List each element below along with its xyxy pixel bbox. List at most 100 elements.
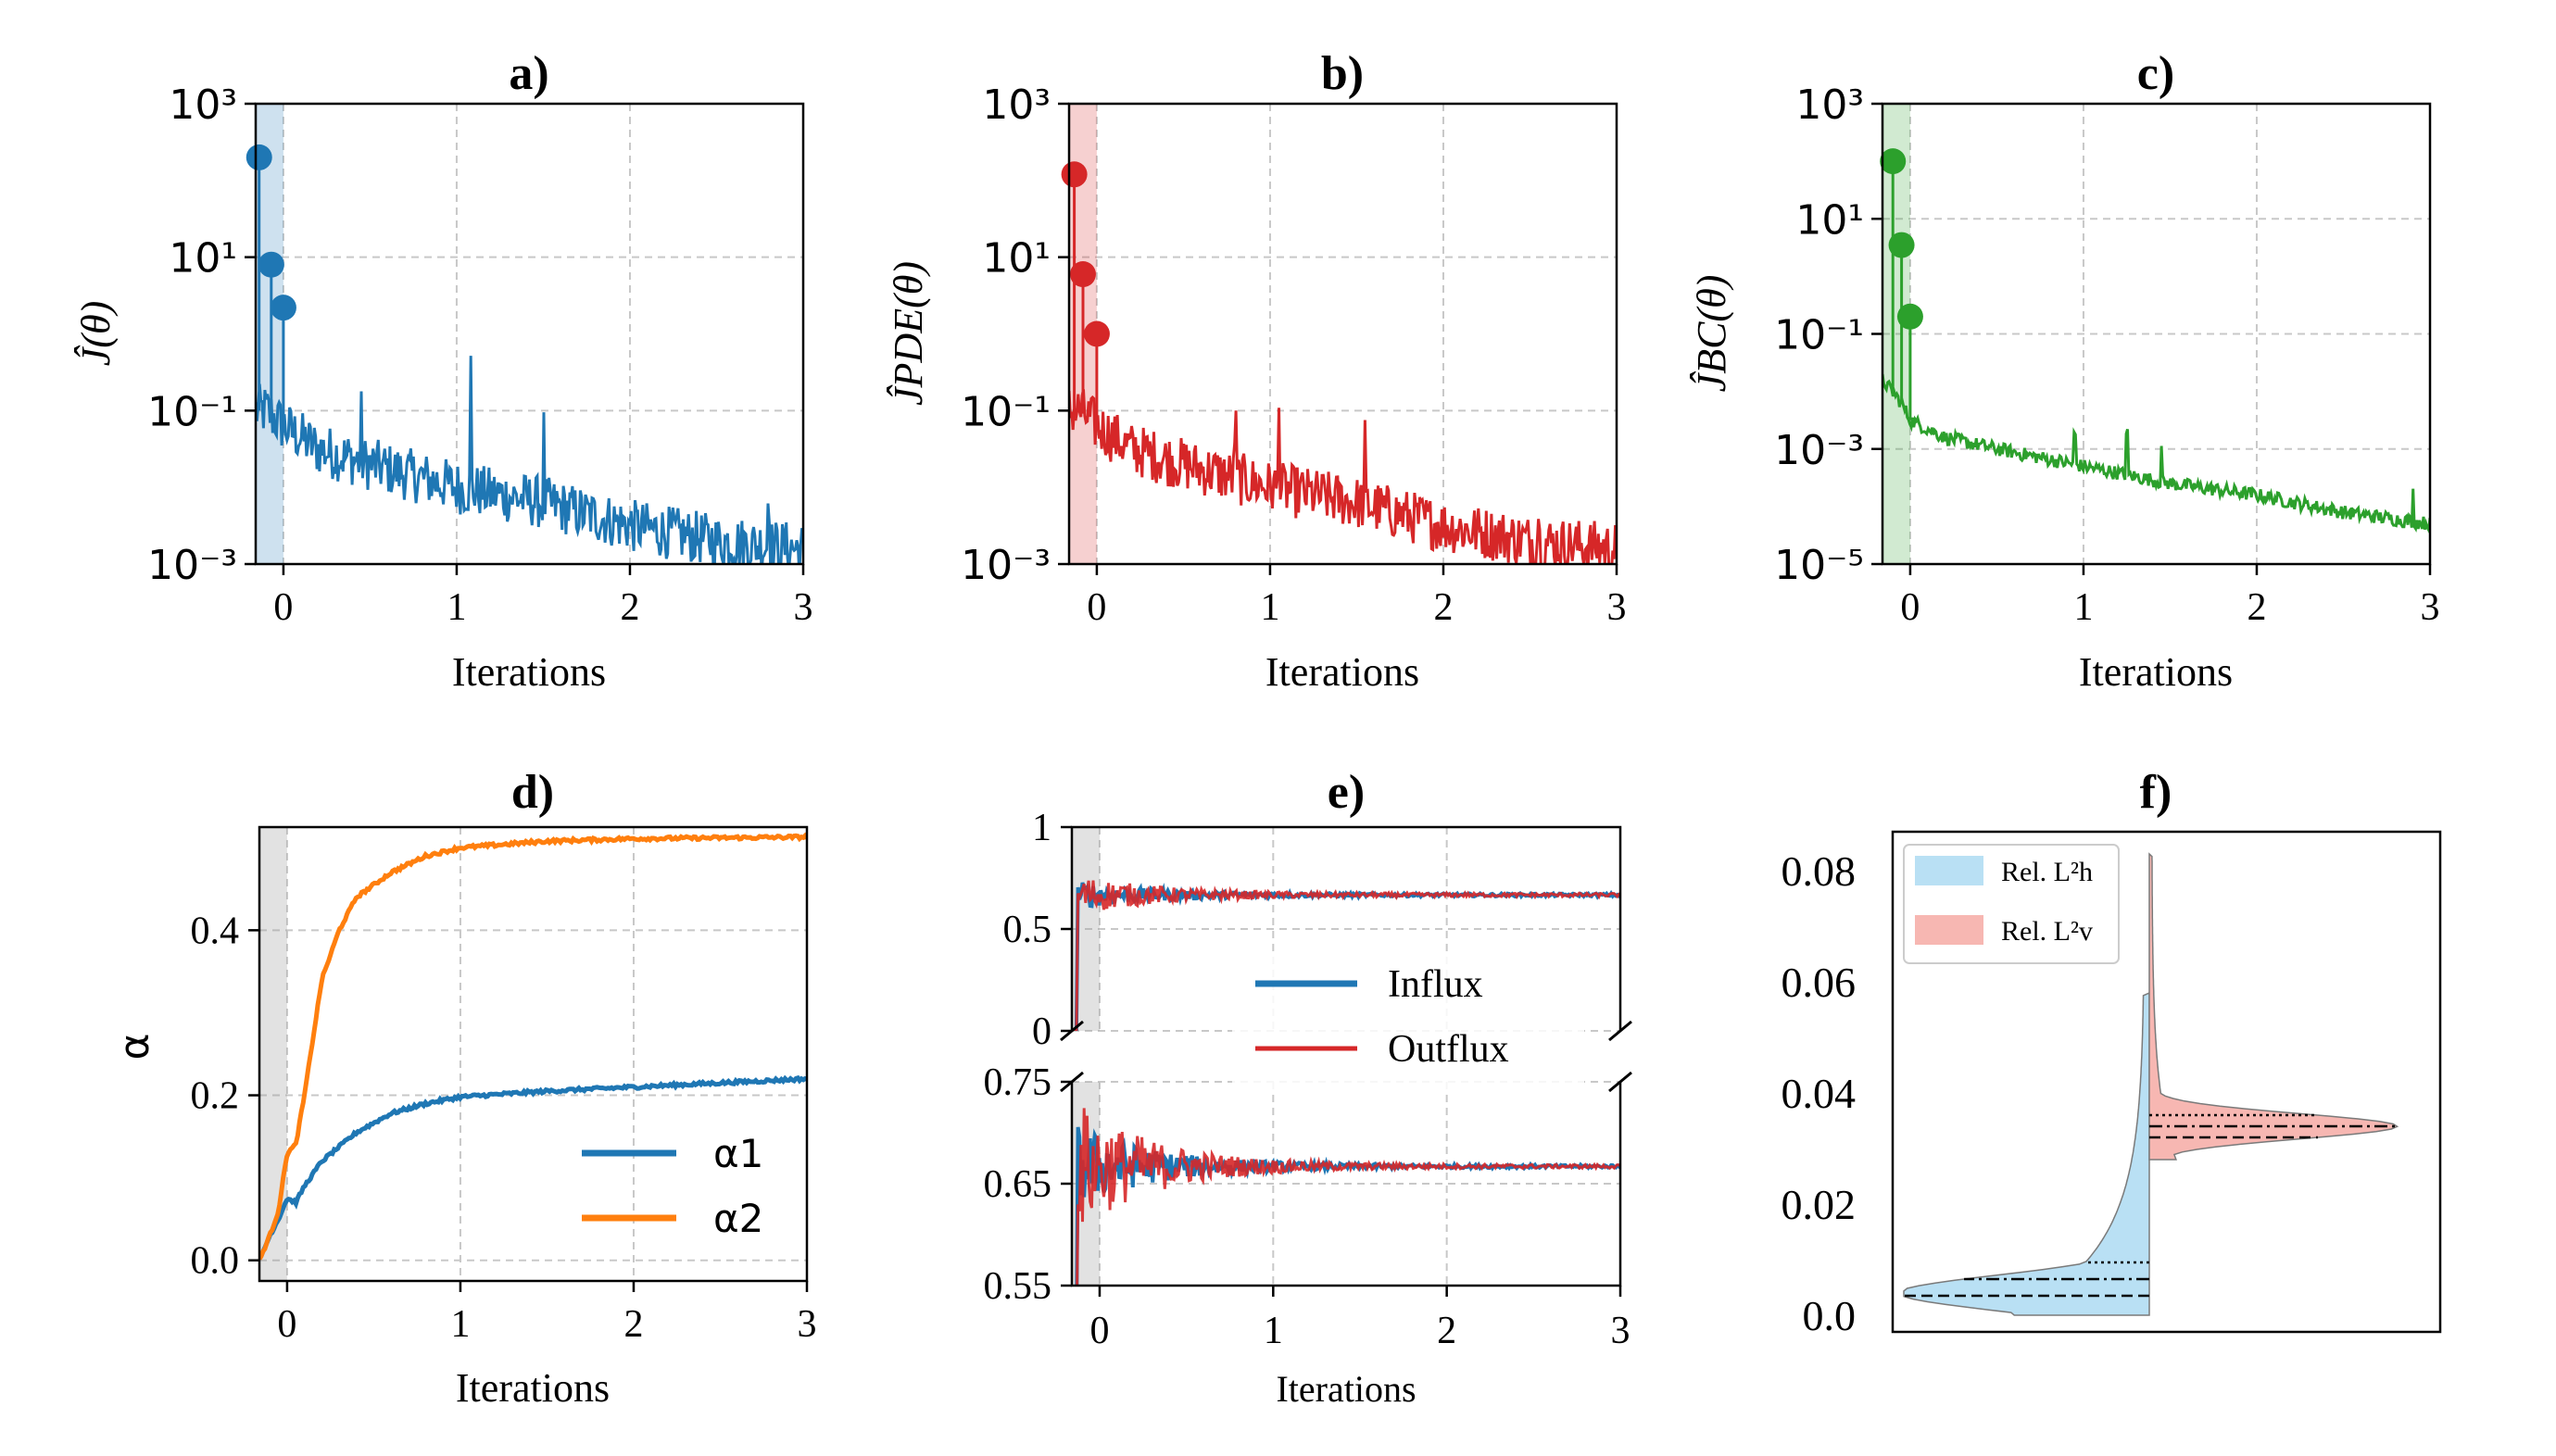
panel-b: b) 10⁻³ 10⁻¹ 10¹ 10³ 0 1 2 3 Iterations ĴPDE(θ… (886, 47, 1627, 695)
xtick-label: 3 (798, 1303, 817, 1346)
loss-marker-3 (270, 295, 296, 321)
legend-rel-l2h-swatch (1915, 856, 1983, 885)
panel-a-xticks: 0 1 2 3 (273, 564, 813, 629)
panel-d-legend: α1 α2 (582, 1131, 763, 1241)
panel-c-xlabel: Iterations (2079, 649, 2233, 695)
loss-marker-3 (1083, 320, 1110, 347)
panel-a-yticks: 10⁻³ 10⁻¹ 10¹ 10³ (147, 82, 256, 589)
panel-b-xlabel: Iterations (1265, 649, 1419, 695)
xtick-label: 1 (1264, 1310, 1283, 1352)
legend-rel-l2v-swatch (1915, 915, 1983, 945)
xtick-label: 3 (1611, 1310, 1631, 1352)
panel-e-bottom-grid (1072, 1081, 1621, 1287)
xtick-label: 0 (273, 586, 293, 629)
ytick-label: 10¹ (169, 235, 237, 282)
panel-d-xticks: 0 1 2 3 (277, 1281, 817, 1346)
ytick-label: 0.04 (1782, 1070, 1857, 1117)
panel-e-legend-box (1232, 954, 1584, 1093)
panel-e-title: e) (1328, 766, 1365, 819)
loss-marker-1 (1880, 148, 1907, 175)
ytick-label: 0.08 (1782, 847, 1857, 895)
legend-rel-l2v-label: Rel. L²v (2001, 916, 2093, 947)
ytick-label: 0.0 (191, 1240, 240, 1283)
ytick-label: 10⁻¹ (147, 388, 237, 435)
panel-c-warmup-band (1882, 104, 1910, 564)
panel-a-ylabel: Ĵ(θ) (73, 301, 119, 366)
xtick-label: 2 (1437, 1310, 1456, 1352)
panel-c-yticks: 10⁻⁵ 10⁻³ 10⁻¹ 10¹ 10³ (1774, 82, 1882, 589)
xtick-label: 0 (1089, 1310, 1109, 1352)
panel-f-frame (1891, 830, 2442, 1334)
panel-a-frame (254, 102, 805, 566)
ytick-label: 10⁻¹ (1774, 312, 1864, 359)
panel-c-ylabel: ĴBC(θ) (1689, 275, 1734, 393)
loss-marker-2 (1069, 261, 1096, 288)
xtick-label: 0 (1087, 586, 1106, 629)
panel-c-grid (1882, 103, 2431, 565)
ytick-label: 10¹ (982, 235, 1051, 282)
xtick-label: 2 (1433, 586, 1453, 629)
panel-e-legend: Influx Outflux (1232, 954, 1584, 1093)
panel-c: c) 10⁻⁵ 10⁻³ 10⁻¹ 10¹ 10³ 0 1 2 3 Iterations ĴB… (1689, 47, 2440, 695)
ytick-label: 0.65 (984, 1163, 1052, 1206)
loss-marker-3 (1896, 303, 1923, 330)
panel-d-ylabel: α (111, 1033, 158, 1060)
xtick-label: 3 (794, 586, 813, 629)
ytick-label: 1 (1032, 807, 1051, 849)
panel-d-xlabel: Iterations (456, 1365, 610, 1411)
xtick-label: 0 (1900, 586, 1920, 629)
panel-d-alpha2-line (259, 832, 807, 1261)
violin-quartile-lines (1904, 1113, 2398, 1298)
panel-b-ylabel: ĴPDE(θ) (886, 261, 931, 406)
ytick-label: 10³ (982, 82, 1051, 129)
panel-d-title: d) (511, 766, 554, 819)
panel-b-yticks: 10⁻³ 10⁻¹ 10¹ 10³ (961, 82, 1069, 589)
legend-alpha1-label: α1 (713, 1131, 763, 1176)
xtick-label: 0 (277, 1303, 296, 1346)
panel-b-xticks: 0 1 2 3 (1087, 564, 1627, 629)
panel-f-legend: Rel. L²h Rel. L²v (1903, 844, 2120, 964)
panel-e-top-outflux-line (1072, 880, 1620, 1031)
ytick-label: 0.55 (984, 1265, 1052, 1308)
xtick-label: 3 (2421, 586, 2440, 629)
legend-alpha2-label: α2 (713, 1196, 763, 1241)
panel-f-title: f) (2140, 766, 2172, 819)
legend-outflux-label: Outflux (1388, 1028, 1509, 1071)
ytick-label: 10⁻⁵ (1774, 542, 1864, 589)
panel-a: a) 10⁻³ 10⁻¹ 10¹ 10³ 0 1 2 3 Iterations Ĵ(θ) (73, 47, 813, 695)
panel-c-title: c) (2137, 47, 2174, 100)
ytick-label: 10⁻³ (961, 542, 1051, 589)
panel-d-alpha1-line (259, 1074, 807, 1261)
panel-a-markers (246, 144, 296, 321)
panel-e-bottom-outflux-line (1076, 1108, 1620, 1286)
panel-b-frame (1067, 102, 1618, 566)
panel-e: e) 0 0.5 1 0.55 0.65 0.75 0 1 2 3 Iterations (984, 766, 1632, 1410)
legend-influx-label: Influx (1388, 963, 1483, 1006)
ytick-label: 10³ (1795, 82, 1864, 129)
ytick-label: 10³ (169, 82, 237, 129)
xtick-label: 2 (620, 586, 639, 629)
loss-marker-2 (1888, 232, 1915, 258)
panel-d-frame (258, 825, 809, 1283)
ytick-label: 0.02 (1782, 1181, 1857, 1228)
loss-marker-2 (258, 251, 284, 278)
ytick-label: 10¹ (1795, 196, 1864, 244)
panel-a-loss-line (256, 157, 803, 564)
ytick-label: 0.2 (191, 1075, 240, 1118)
xtick-label: 2 (623, 1303, 643, 1346)
panel-b-markers (1061, 161, 1110, 347)
panel-e-xlabel: Iterations (1276, 1368, 1416, 1410)
ytick-label: 0.0 (1803, 1292, 1857, 1339)
xtick-label: 1 (2073, 586, 2093, 629)
xtick-label: 2 (2247, 586, 2266, 629)
loss-marker-1 (1061, 161, 1088, 188)
panel-a-title: a) (509, 47, 548, 100)
ytick-label: 0.4 (191, 910, 240, 952)
panel-c-loss-line (1882, 161, 2430, 535)
xtick-label: 1 (450, 1303, 470, 1346)
legend-rel-l2h-label: Rel. L²h (2001, 857, 2093, 887)
panel-a-xlabel: Iterations (452, 649, 606, 695)
ytick-label: 10⁻¹ (961, 388, 1051, 435)
panel-f-yticks: 0.0 0.02 0.04 0.06 0.08 (1782, 847, 1857, 1339)
